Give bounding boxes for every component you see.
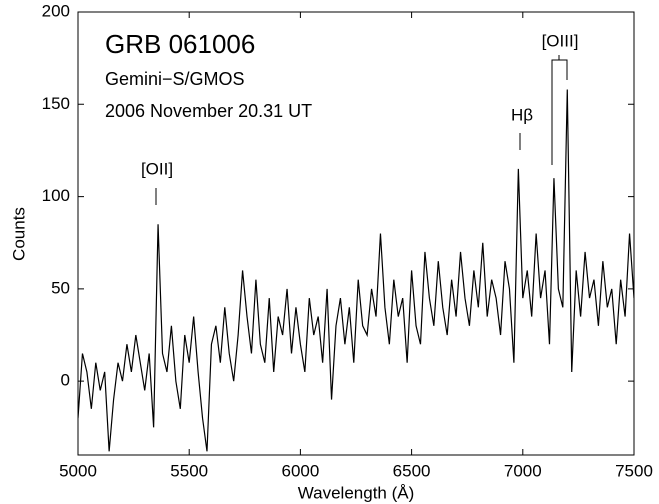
- annotation: 2006 November 20.31 UT: [105, 101, 312, 121]
- line-bracket: [551, 55, 568, 165]
- x-tick-label: 6500: [393, 461, 431, 480]
- line-label: [OII]: [141, 159, 173, 178]
- annotation: Gemini−S/GMOS: [105, 69, 245, 89]
- spectrum-line: [78, 89, 634, 452]
- chart-title: GRB 061006: [105, 29, 255, 59]
- plot-frame: [77, 11, 635, 456]
- y-tick-label: 100: [42, 186, 70, 205]
- y-tick-label: 200: [42, 1, 70, 20]
- x-tick-label: 6000: [281, 461, 319, 480]
- y-tick-label: 0: [61, 371, 70, 390]
- y-tick-label: 150: [42, 94, 70, 113]
- line-label: Hβ: [511, 105, 533, 124]
- x-tick-label: 7500: [615, 461, 653, 480]
- y-axis-label: Counts: [9, 207, 28, 261]
- line-label: [OIII]: [542, 31, 579, 50]
- x-tick-label: 5500: [170, 461, 208, 480]
- x-axis-label: Wavelength (Å): [298, 483, 415, 502]
- x-tick-label: 5000: [59, 461, 97, 480]
- y-tick-label: 50: [51, 278, 70, 297]
- x-tick-label: 7000: [504, 461, 542, 480]
